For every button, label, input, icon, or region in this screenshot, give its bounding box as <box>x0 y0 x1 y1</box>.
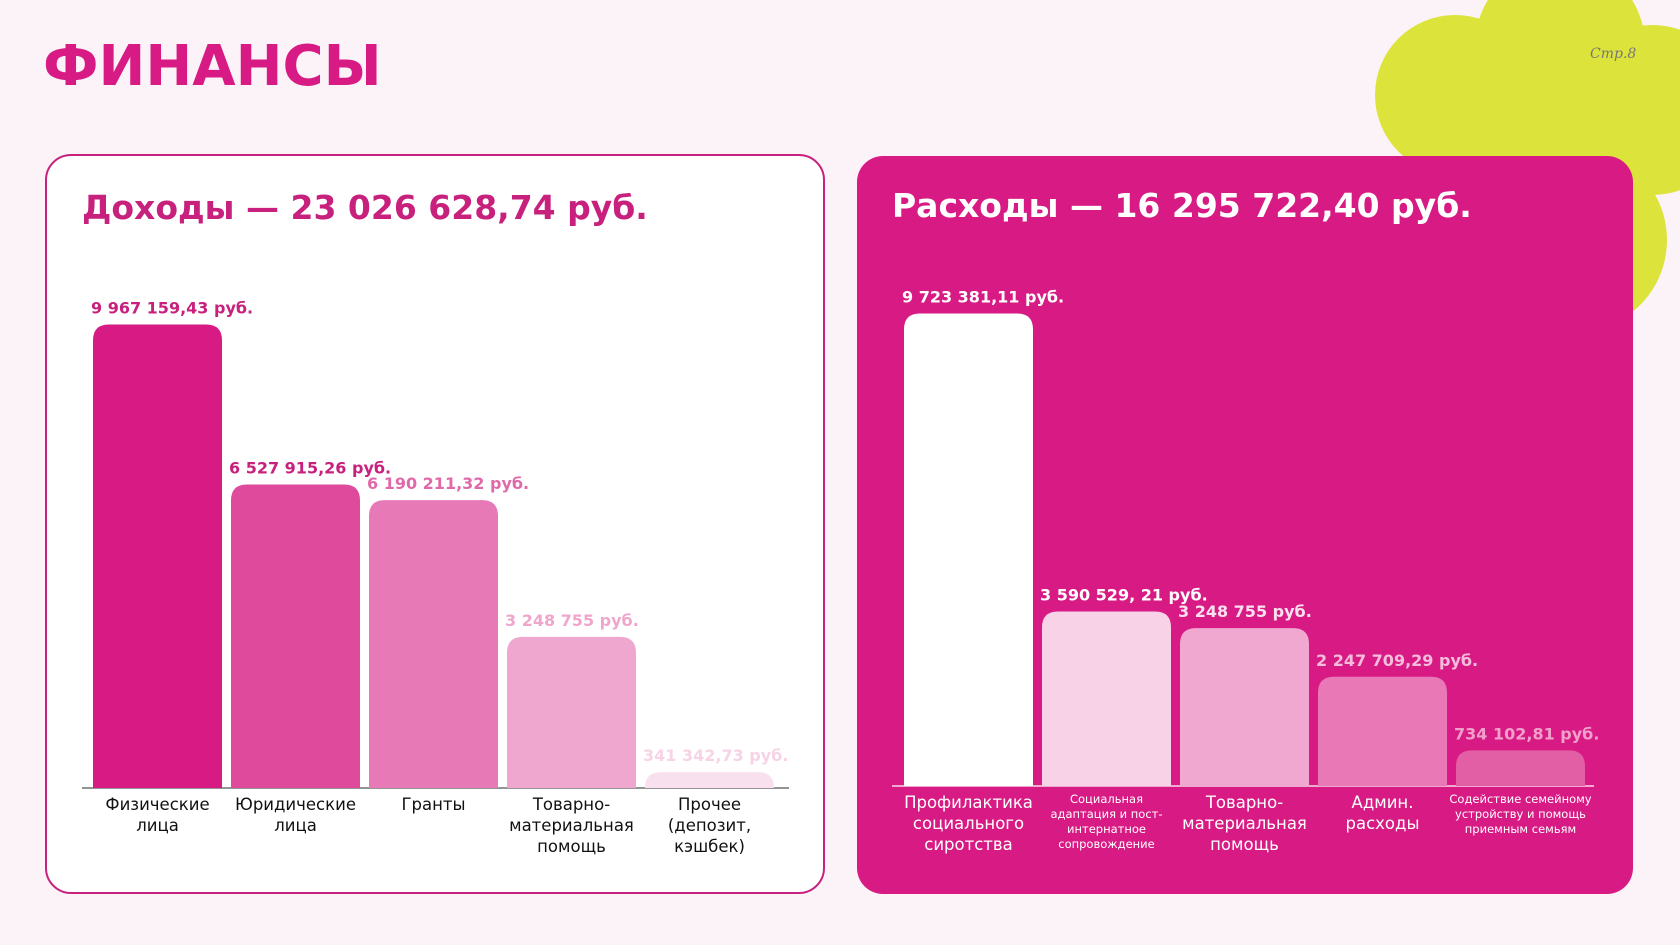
flower-petal <box>1475 0 1645 130</box>
bar <box>369 500 498 788</box>
bar-value-label: 341 342,73 руб. <box>643 746 788 765</box>
category-label: расходы <box>1346 814 1420 833</box>
category-label: Админ. <box>1352 793 1414 812</box>
category-label: помощь <box>1210 835 1279 854</box>
bar-value-label: 734 102,81 руб. <box>1454 724 1599 743</box>
category-label: Юридические <box>235 795 356 814</box>
bar-value-label: 6 190 211,32 руб. <box>367 474 529 493</box>
category-label: Товарно- <box>1205 793 1283 812</box>
bar <box>93 324 222 788</box>
bar-value-label: 2 247 709,29 руб. <box>1316 651 1478 670</box>
category-label: сопровождение <box>1058 837 1154 851</box>
category-label: Товарно- <box>532 795 610 814</box>
income-panel: Доходы — 23 026 628,74 руб. 9 967 159,43… <box>45 154 825 894</box>
category-label: материальная <box>509 816 634 835</box>
bar-value-label: 3 248 755 руб. <box>1178 602 1312 621</box>
category-label: Прочее <box>678 795 741 814</box>
category-label: (депозит, <box>668 816 751 835</box>
bar <box>1456 750 1585 786</box>
expenses-title: Расходы — 16 295 722,40 руб. <box>892 186 1472 225</box>
category-label: Социальная <box>1070 792 1143 806</box>
category-label: социального <box>913 814 1024 833</box>
bar <box>1042 611 1171 786</box>
category-label: материальная <box>1182 814 1307 833</box>
bar-value-label: 9 723 381,11 руб. <box>902 287 1064 306</box>
bar <box>507 636 636 788</box>
category-label: помощь <box>537 837 606 856</box>
bar <box>231 484 360 788</box>
bar-value-label: 9 967 159,43 руб. <box>91 299 253 318</box>
expenses-chart: 9 723 381,11 руб. Профилактика социального… <box>892 287 1599 854</box>
flower-petal <box>1375 15 1535 175</box>
category-label: Гранты <box>401 795 465 814</box>
category-label: адаптация и пост- <box>1050 807 1162 821</box>
category-label: кэшбек) <box>674 837 745 856</box>
category-label: интернатное <box>1067 822 1146 836</box>
category-label: Содействие семейному <box>1449 792 1591 806</box>
bar <box>1318 676 1447 786</box>
category-label: сиротства <box>924 835 1013 854</box>
category-label: Профилактика <box>904 793 1033 812</box>
category-label: лица <box>136 816 179 835</box>
page-title: ФИНАНСЫ <box>43 34 382 99</box>
income-title: Доходы — 23 026 628,74 руб. <box>82 188 648 227</box>
bar <box>645 772 774 788</box>
bar-value-label: 6 527 915,26 руб. <box>229 458 391 477</box>
bar-value-label: 3 248 755 руб. <box>505 611 639 630</box>
bar <box>1180 628 1309 786</box>
income-chart: 9 967 159,43 руб. Физические лица 6 527 915… <box>82 299 789 856</box>
category-label: Физические <box>105 795 209 814</box>
page-number: Стр.8 <box>1590 46 1637 62</box>
category-label: приемным семьям <box>1465 822 1576 836</box>
bar-value-label: 3 590 529, 21 руб. <box>1040 586 1208 605</box>
bar <box>904 313 1033 786</box>
category-label: лица <box>274 816 317 835</box>
category-label: устройству и помощь <box>1455 807 1586 821</box>
expenses-panel: Расходы — 16 295 722,40 руб. 9 723 381,1… <box>857 156 1633 894</box>
